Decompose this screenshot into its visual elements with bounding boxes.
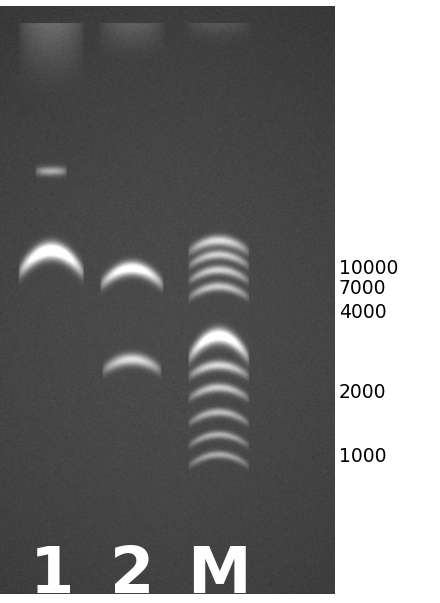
Text: 7000: 7000 (339, 279, 386, 297)
Text: 4000: 4000 (339, 303, 386, 323)
Text: 1000: 1000 (339, 446, 386, 466)
Text: 2000: 2000 (339, 384, 386, 402)
Text: 2: 2 (110, 544, 154, 603)
Text: M: M (187, 544, 251, 603)
Text: 10000: 10000 (339, 259, 398, 277)
Text: 1: 1 (29, 544, 74, 603)
